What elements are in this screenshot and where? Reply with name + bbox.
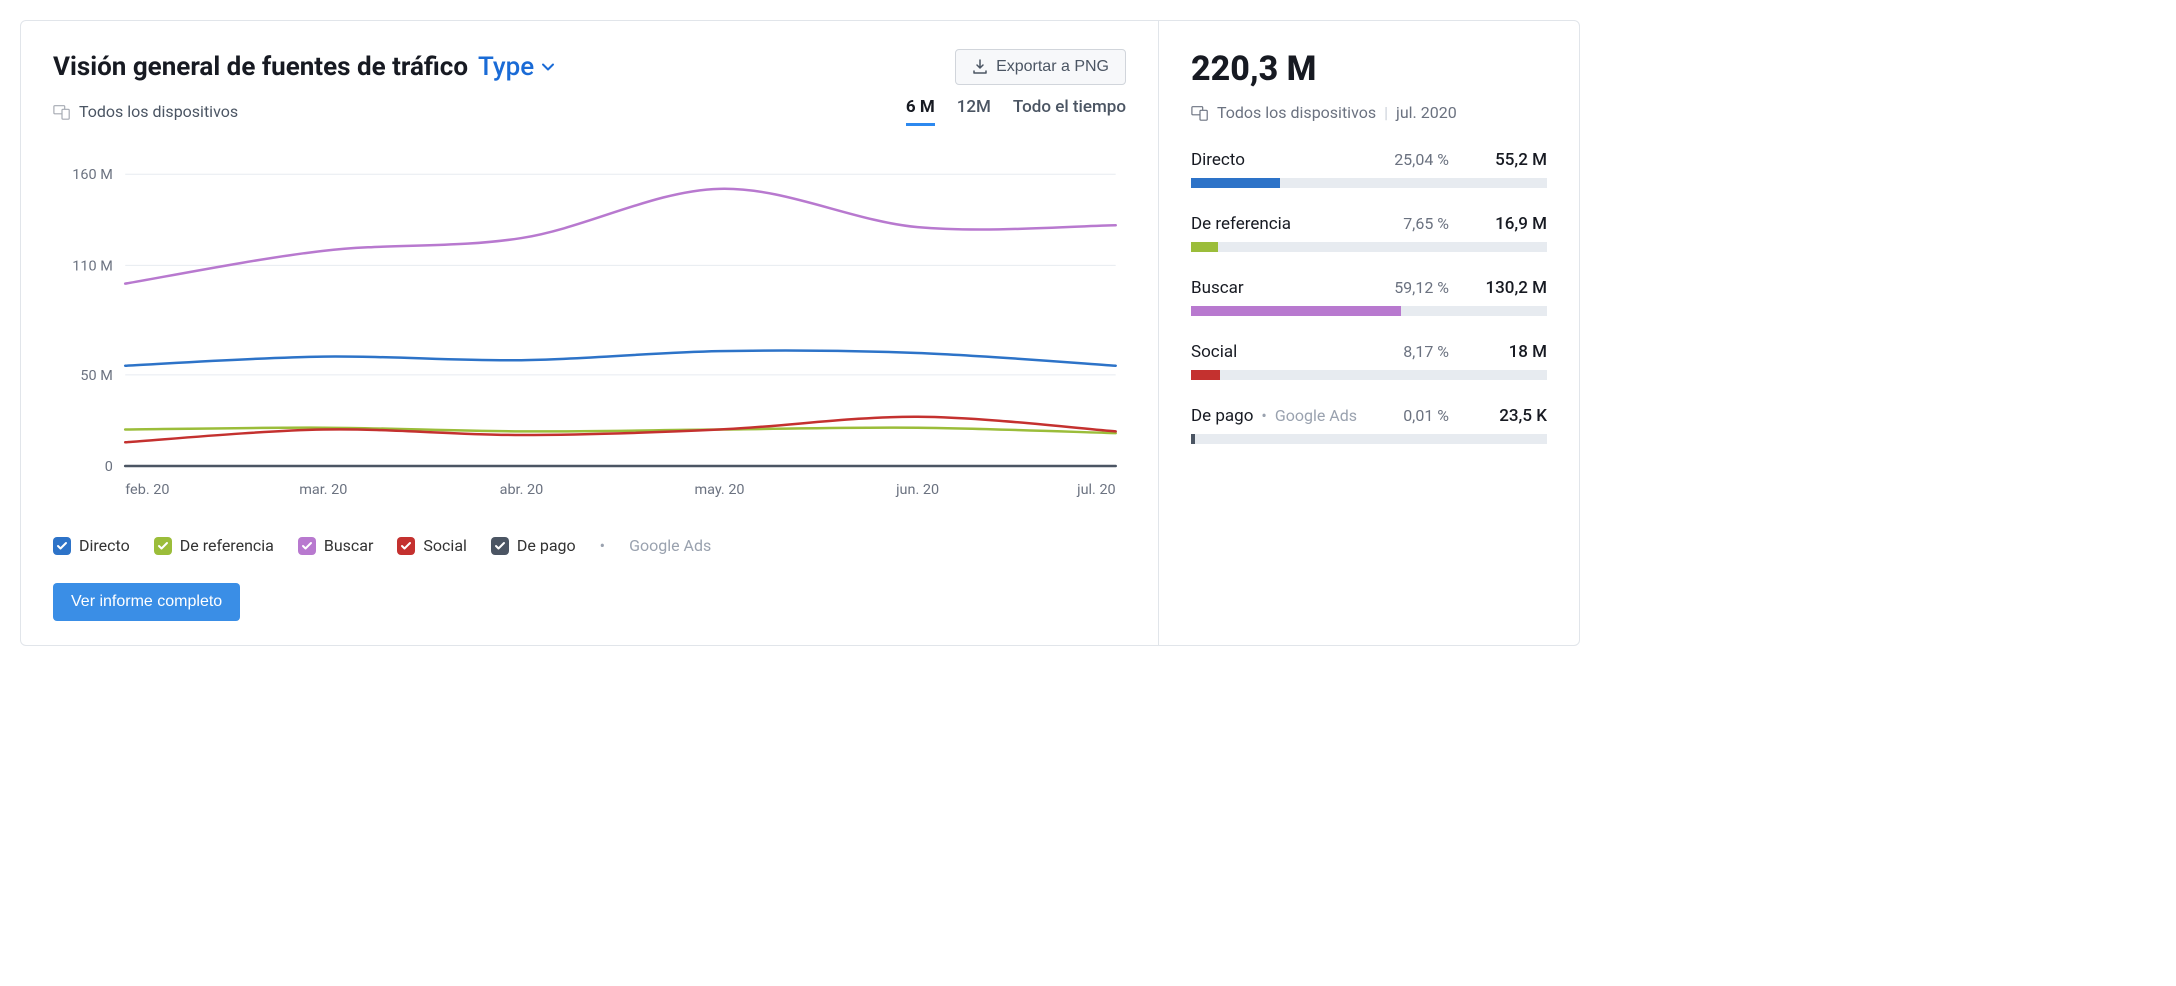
source-name: Directo: [1191, 150, 1245, 170]
source-bar-fill: [1191, 178, 1280, 188]
svg-text:may. 20: may. 20: [694, 482, 744, 498]
svg-text:50 M: 50 M: [80, 368, 112, 384]
svg-text:jun. 20: jun. 20: [895, 482, 939, 498]
svg-text:mar. 20: mar. 20: [299, 482, 347, 498]
legend-item-social[interactable]: Social: [397, 536, 466, 555]
source-row-de-referencia: De referencia 7,65 % 16,9 M: [1191, 214, 1547, 252]
total-traffic: 220,3 M: [1191, 49, 1547, 89]
chart-legend: Directo De referencia Buscar Social De pago •…: [53, 536, 1126, 555]
source-bar-fill: [1191, 370, 1220, 380]
source-row-de-pago: De pago • Google Ads 0,01 % 23,5 K: [1191, 406, 1547, 444]
devices-label: Todos los dispositivos: [79, 102, 238, 121]
source-value: 130,2 M: [1477, 278, 1547, 298]
devices-icon: [1191, 104, 1209, 122]
summary-date: jul. 2020: [1396, 103, 1457, 122]
legend-checkbox: [397, 537, 415, 555]
range-tab-0[interactable]: 6 M: [906, 97, 935, 126]
source-percent: 0,01 %: [1403, 406, 1449, 425]
svg-text:0: 0: [105, 459, 113, 475]
range-tab-1[interactable]: 12M: [957, 97, 991, 126]
legend-label: Buscar: [324, 536, 374, 555]
legend-checkbox: [298, 537, 316, 555]
source-percent: 8,17 %: [1403, 342, 1449, 361]
legend-checkbox: [491, 537, 509, 555]
legend-label: De referencia: [180, 536, 274, 555]
legend-checkbox: [53, 537, 71, 555]
traffic-sources-widget: Visión general de fuentes de tráfico Typ…: [20, 20, 1580, 646]
source-rows: Directo 25,04 % 55,2 M De referencia 7,65 % 1…: [1191, 150, 1547, 444]
export-png-button[interactable]: Exportar a PNG: [955, 49, 1126, 85]
legend-item-de-referencia[interactable]: De referencia: [154, 536, 274, 555]
source-percent: 7,65 %: [1403, 214, 1449, 233]
separator: |: [1384, 103, 1388, 122]
full-report-button[interactable]: Ver informe completo: [53, 583, 240, 621]
export-label: Exportar a PNG: [996, 58, 1109, 76]
chart-area: 0 50 M 110 M 160 M feb. 20 mar. 20 abr. 20 may.…: [53, 146, 1126, 506]
source-name: Social: [1191, 342, 1237, 362]
source-row-buscar: Buscar 59,12 % 130,2 M: [1191, 278, 1547, 316]
type-dropdown-label: Type: [478, 52, 534, 82]
source-percent: 25,04 %: [1394, 150, 1449, 169]
legend-label: Social: [423, 536, 466, 555]
sub-row: Todos los dispositivos 6 M 12M Todo el tie…: [53, 97, 1126, 126]
source-head: Buscar 59,12 % 130,2 M: [1191, 278, 1547, 298]
source-row-social: Social 8,17 % 18 M: [1191, 342, 1547, 380]
range-tabs: 6 M 12M Todo el tiempo: [906, 97, 1126, 126]
export-icon: [972, 59, 988, 75]
source-row-directo: Directo 25,04 % 55,2 M: [1191, 150, 1547, 188]
legend-item-directo[interactable]: Directo: [53, 536, 130, 555]
panel-title: Visión general de fuentes de tráfico: [53, 52, 468, 82]
devices-filter[interactable]: Todos los dispositivos: [53, 102, 238, 121]
source-name: Buscar: [1191, 278, 1244, 298]
legend-item-buscar[interactable]: Buscar: [298, 536, 374, 555]
legend-item-de-pago[interactable]: De pago: [491, 536, 576, 555]
legend-label: Directo: [79, 536, 130, 555]
source-name: De referencia: [1191, 214, 1291, 234]
source-bar-track: [1191, 306, 1547, 316]
source-value: 18 M: [1477, 342, 1547, 362]
svg-text:feb. 20: feb. 20: [125, 482, 169, 498]
devices-icon: [53, 103, 71, 121]
source-bar-track: [1191, 242, 1547, 252]
source-bar-track: [1191, 178, 1547, 188]
source-sublabel: Google Ads: [1275, 406, 1357, 425]
legend-dot: •: [600, 536, 605, 555]
svg-text:abr. 20: abr. 20: [500, 482, 544, 498]
range-tab-2[interactable]: Todo el tiempo: [1013, 97, 1126, 126]
chevron-down-icon: [540, 59, 556, 75]
source-head: De referencia 7,65 % 16,9 M: [1191, 214, 1547, 234]
type-dropdown[interactable]: Type: [478, 52, 556, 82]
source-value: 16,9 M: [1477, 214, 1547, 234]
legend-sublabel: Google Ads: [629, 536, 711, 555]
svg-text:160 M: 160 M: [72, 167, 113, 183]
summary-devices: Todos los dispositivos: [1217, 103, 1376, 122]
legend-label: De pago: [517, 536, 576, 555]
source-dot: •: [1261, 406, 1266, 425]
chart-panel: Visión general de fuentes de tráfico Typ…: [21, 21, 1159, 645]
svg-text:110 M: 110 M: [72, 259, 113, 275]
source-percent: 59,12 %: [1394, 278, 1449, 297]
traffic-line-chart: 0 50 M 110 M 160 M feb. 20 mar. 20 abr. 20 may.…: [53, 146, 1126, 506]
source-value: 23,5 K: [1477, 406, 1547, 426]
title-group: Visión general de fuentes de tráfico Typ…: [53, 52, 556, 82]
source-head: Directo 25,04 % 55,2 M: [1191, 150, 1547, 170]
source-head: De pago • Google Ads 0,01 % 23,5 K: [1191, 406, 1547, 426]
summary-sub: Todos los dispositivos | jul. 2020: [1191, 103, 1547, 122]
source-bar-track: [1191, 370, 1547, 380]
source-bar-fill: [1191, 434, 1195, 444]
source-name: De pago: [1191, 406, 1253, 426]
source-bar-fill: [1191, 242, 1218, 252]
source-value: 55,2 M: [1477, 150, 1547, 170]
source-bar-fill: [1191, 306, 1401, 316]
source-head: Social 8,17 % 18 M: [1191, 342, 1547, 362]
legend-checkbox: [154, 537, 172, 555]
source-bar-track: [1191, 434, 1547, 444]
summary-panel: 220,3 M Todos los dispositivos | jul. 20…: [1159, 21, 1579, 645]
svg-text:jul. 20: jul. 20: [1076, 482, 1116, 498]
header-row: Visión general de fuentes de tráfico Typ…: [53, 49, 1126, 85]
